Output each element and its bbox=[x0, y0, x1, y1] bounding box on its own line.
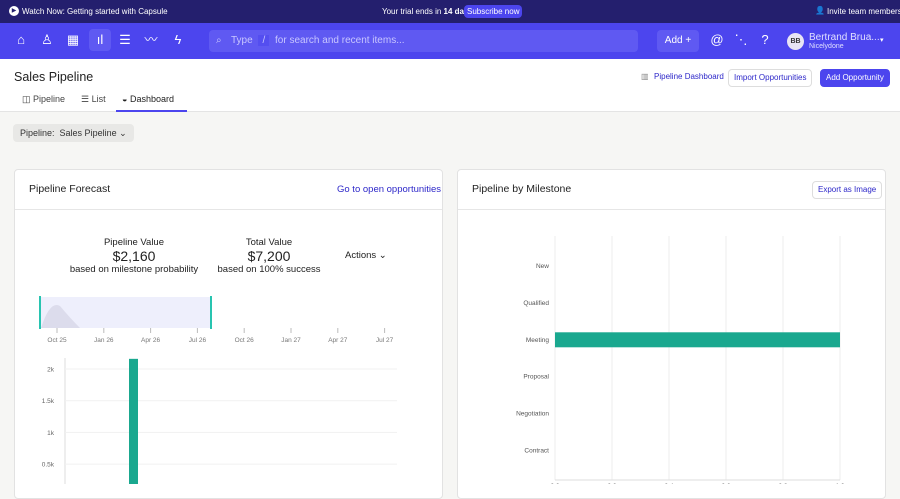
search-shortcut-key: / bbox=[258, 35, 270, 46]
import-opportunities-button[interactable]: Import Opportunities bbox=[728, 69, 813, 87]
watch-now-link[interactable]: Watch Now: Getting started with Capsule bbox=[22, 7, 168, 16]
search-type: Type bbox=[231, 35, 253, 46]
tab-label: List bbox=[91, 94, 106, 104]
page-header: Sales Pipeline ▥ Pipeline Dashboard Impo… bbox=[0, 59, 900, 112]
pipeline-value-stat: Pipeline Value $2,160 based on milestone… bbox=[65, 237, 203, 275]
category-label: Meeting bbox=[526, 337, 550, 344]
trend-icon[interactable]: 〰 bbox=[144, 32, 158, 47]
lightning-icon[interactable]: ϟ bbox=[174, 32, 182, 47]
user-name[interactable]: Bertrand Brua... bbox=[809, 32, 880, 43]
chevron-down-icon: ⌄ bbox=[119, 128, 127, 138]
stat-label: Total Value bbox=[245, 237, 293, 248]
pipeline-chart-icon[interactable]: ıl bbox=[89, 29, 111, 51]
navigator-tick-label: Jul 26 bbox=[189, 337, 207, 344]
help-icon[interactable]: ? bbox=[761, 32, 769, 47]
user-org: Nicelydone bbox=[809, 43, 844, 50]
navigator-tick-label: Jan 27 bbox=[281, 337, 301, 344]
stat-value: $2,160 bbox=[112, 248, 156, 264]
navigator-tick-label: Jan 26 bbox=[94, 337, 114, 344]
play-icon[interactable]: ▶ bbox=[9, 6, 19, 16]
search-input[interactable]: ⌕ Type / for search and recent items... bbox=[209, 30, 638, 52]
category-label: Contract bbox=[524, 448, 549, 455]
card-title: Pipeline Forecast bbox=[29, 183, 111, 195]
actions-label: Actions bbox=[345, 250, 377, 261]
pipeline-forecast-card: Pipeline Forecast Go to open opportuniti… bbox=[14, 169, 443, 499]
invite-team-link[interactable]: Invite team members bbox=[827, 7, 900, 16]
search-placeholder: for search and recent items... bbox=[275, 35, 405, 46]
card-header: Pipeline Forecast Go to open opportuniti… bbox=[15, 170, 442, 210]
card-header: Pipeline by Milestone Export as Image bbox=[458, 170, 885, 210]
avatar[interactable]: BB bbox=[787, 33, 804, 50]
stat-label: Pipeline Value bbox=[103, 237, 165, 248]
pipeline-dashboard-link[interactable]: Pipeline Dashboard bbox=[654, 72, 724, 81]
pipeline-select-label: Pipeline: bbox=[20, 128, 55, 138]
tab-pipeline[interactable]: ◫ Pipeline bbox=[22, 94, 65, 105]
open-opportunities-link[interactable]: Go to open opportunities bbox=[337, 184, 442, 195]
navigator-tick-label: Jul 27 bbox=[376, 337, 394, 344]
y-tick-label: 1k bbox=[47, 430, 55, 437]
invite-icon: 👤 bbox=[815, 6, 825, 15]
person-icon[interactable]: ♙ bbox=[41, 32, 53, 47]
forecast-bar bbox=[129, 358, 138, 484]
pipeline-select[interactable]: Pipeline: Sales Pipeline ⌄ bbox=[13, 124, 134, 142]
add-opportunity-button[interactable]: Add Opportunity bbox=[820, 69, 890, 87]
total-value-stat: Total Value $7,200 based on 100% success bbox=[210, 237, 328, 275]
announcement-banner: ▶ Watch Now: Getting started with Capsul… bbox=[0, 0, 900, 23]
stat-note: based on milestone probability bbox=[69, 264, 199, 275]
pipeline-select-value: Sales Pipeline bbox=[59, 128, 117, 138]
navigator-handle-left[interactable] bbox=[39, 296, 41, 329]
navigator-tick-label: Oct 26 bbox=[235, 337, 255, 344]
actions-dropdown[interactable]: Actions ⌄ bbox=[345, 250, 387, 261]
tab-dashboard[interactable]: ◒ Dashboard bbox=[116, 94, 187, 112]
navigator-tick-label: Oct 25 bbox=[47, 337, 67, 344]
tab-label: Dashboard bbox=[129, 94, 174, 104]
plus-icon: + bbox=[685, 35, 692, 46]
chevron-down-icon[interactable]: ▾ bbox=[880, 37, 884, 44]
y-tick-label: 2k bbox=[47, 367, 55, 374]
home-icon[interactable]: ⌂ bbox=[17, 32, 25, 47]
trial-prefix: Your trial ends in bbox=[382, 7, 442, 16]
subscribe-button[interactable]: Subscribe now bbox=[464, 5, 523, 18]
stat-value: $7,200 bbox=[247, 248, 291, 264]
y-tick-label: 0.5k bbox=[42, 462, 55, 469]
charts-layer: Oct 25 Jan 26 Apr 26 Jul 26 Oct 26 Jan 27 Apr … bbox=[39, 236, 845, 484]
page-title: Sales Pipeline bbox=[14, 70, 94, 84]
category-label: Qualified bbox=[523, 300, 549, 307]
list-icon: ☰ bbox=[81, 94, 90, 104]
kanban-icon: ◫ bbox=[22, 94, 31, 104]
category-label: New bbox=[536, 263, 549, 270]
add-button[interactable]: Add + bbox=[657, 30, 699, 52]
tab-label: Pipeline bbox=[33, 94, 66, 104]
dashboard-icon: ◒ bbox=[122, 94, 128, 104]
search-icon: ⌕ bbox=[216, 35, 222, 46]
stat-note: based on 100% success bbox=[217, 264, 321, 275]
y-tick-label: 1.5k bbox=[42, 398, 55, 405]
trial-text: Your trial ends in 14 days bbox=[382, 7, 473, 16]
card-title: Pipeline by Milestone bbox=[472, 183, 572, 195]
category-label: Negotiation bbox=[516, 411, 549, 418]
main-nav: ⌂ ♙ ▦ ıl ☰ 〰 ϟ ⌕ Type / for search and r… bbox=[0, 23, 900, 59]
navigator-area bbox=[41, 304, 80, 328]
navigator-handle-right[interactable] bbox=[210, 296, 212, 329]
export-image-button[interactable]: Export as Image bbox=[812, 181, 883, 199]
navigator-tick-label: Apr 26 bbox=[141, 337, 161, 344]
milestone-bar bbox=[555, 332, 840, 348]
mention-icon[interactable]: @ bbox=[710, 32, 724, 47]
feed-icon[interactable]: ⋱ bbox=[734, 32, 748, 47]
calendar-icon[interactable]: ▦ bbox=[66, 32, 80, 47]
list-icon[interactable]: ☰ bbox=[119, 32, 131, 47]
category-label: Proposal bbox=[523, 374, 549, 381]
tab-list[interactable]: ☰ List bbox=[81, 94, 106, 105]
chart-icon: ▥ bbox=[641, 72, 649, 81]
add-label: Add bbox=[664, 35, 683, 46]
trial-days: 14 days bbox=[443, 7, 473, 16]
navigator-tick-label: Apr 27 bbox=[328, 337, 348, 344]
chevron-down-icon: ⌄ bbox=[378, 250, 387, 261]
